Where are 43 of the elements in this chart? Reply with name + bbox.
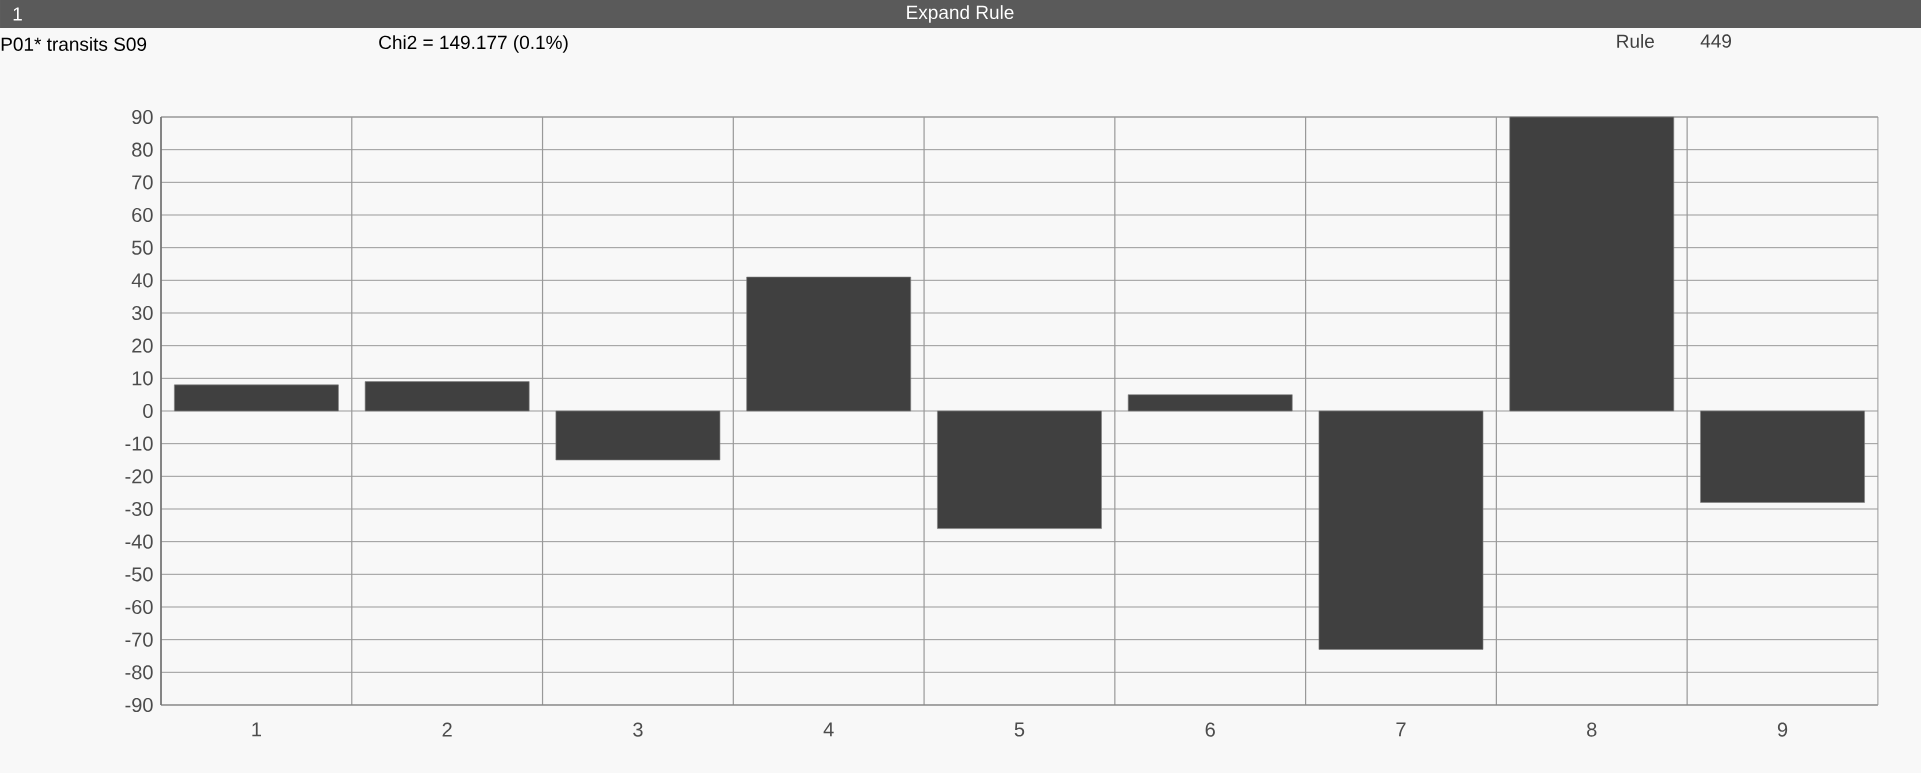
chart-subtitle: Chi2 = 149.177 (0.1%) — [379, 35, 568, 53]
bar — [1318, 410, 1484, 650]
x-tick-label: 3 — [633, 722, 643, 737]
x-tick-label: 6 — [1205, 722, 1215, 737]
x-tick-label: 5 — [1014, 722, 1025, 737]
bar — [555, 410, 721, 461]
text: Rule — [1617, 34, 1654, 48]
y-tick-label: -50 — [125, 567, 153, 582]
y-tick-label: -90 — [125, 697, 153, 713]
bar — [1127, 394, 1293, 412]
y-tick-label: 50 — [132, 240, 153, 255]
y-tick-label: 10 — [132, 371, 153, 386]
x-tick-label: 7 — [1396, 722, 1406, 737]
y-tick-label: -70 — [125, 632, 153, 647]
x-tick-label: 9 — [1777, 722, 1788, 737]
y-tick-label: 90 — [132, 109, 153, 125]
bar — [746, 276, 912, 412]
y-tick-label: 20 — [132, 338, 153, 353]
text: Expand Rule — [907, 5, 1014, 23]
y-tick-label: -10 — [125, 436, 153, 451]
x-tick-label: 8 — [1587, 722, 1597, 737]
text: 1 — [13, 7, 22, 21]
y-tick-label: 40 — [131, 273, 153, 288]
bar — [364, 381, 530, 412]
y-tick-label: 80 — [132, 142, 153, 157]
chart-title: P01* transits S09 — [1, 37, 147, 51]
bar — [1700, 410, 1865, 503]
bar — [174, 384, 339, 412]
text: 449 — [1700, 34, 1731, 48]
x-tick-label: 1 — [252, 722, 261, 737]
y-tick-label: 60 — [132, 207, 153, 223]
y-tick-label: -20 — [125, 469, 153, 484]
y-tick-label: -60 — [125, 599, 153, 615]
bar — [1509, 116, 1675, 412]
y-tick-label: 70 — [132, 175, 153, 190]
y-tick-label: -30 — [125, 501, 153, 517]
y-tick-label: -40 — [125, 534, 153, 549]
bar — [937, 410, 1102, 529]
y-tick-label: 0 — [143, 403, 153, 419]
x-tick-label: 4 — [823, 722, 834, 737]
y-tick-label: 30 — [132, 305, 153, 321]
x-tick-label: 2 — [442, 722, 452, 737]
y-tick-label: -80 — [125, 665, 153, 680]
